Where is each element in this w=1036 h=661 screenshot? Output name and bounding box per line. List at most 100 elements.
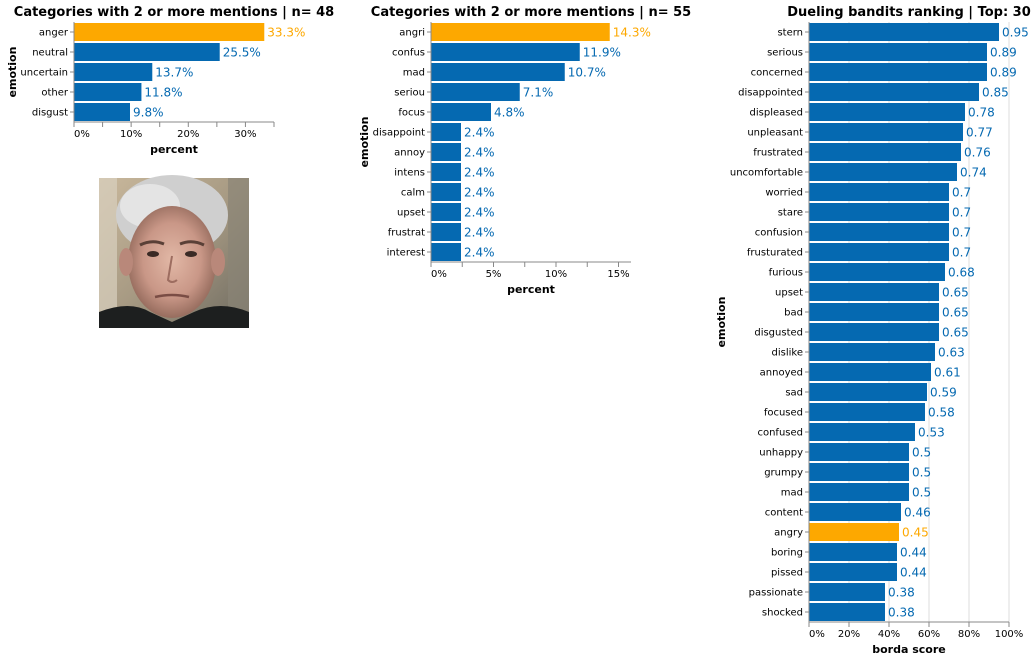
bar-angry [809, 523, 899, 541]
bar-interest [431, 243, 461, 261]
bar-calm [431, 183, 461, 201]
bar-mad [809, 483, 909, 501]
x-axis-label: percent [507, 283, 555, 296]
x-axis-label: borda score [872, 643, 946, 656]
x-tick-label: 40% [878, 629, 900, 640]
x-tick-label: 60% [918, 629, 940, 640]
category-label: annoy [394, 148, 425, 159]
category-label: focus [398, 108, 425, 119]
data-label: 14.3% [613, 26, 651, 40]
y-axis-label: emotion [715, 297, 728, 348]
bar-shocked [809, 603, 885, 621]
data-label: 9.8% [133, 106, 164, 120]
bar-unpleasant [809, 123, 963, 141]
category-label: content [765, 508, 803, 519]
category-label: bad [784, 308, 803, 319]
data-label: 0.58 [928, 406, 955, 420]
category-label: calm [401, 188, 425, 199]
bar-uncomfortable [809, 163, 957, 181]
category-label: unpleasant [747, 128, 803, 139]
data-label: 0.76 [964, 146, 991, 160]
category-label: confus [392, 48, 425, 59]
data-label: 2.4% [464, 206, 495, 220]
data-label: 0.59 [930, 386, 957, 400]
chart-title: Categories with 2 or more mentions | n= … [14, 5, 334, 20]
category-label: focused [764, 408, 803, 419]
bar-annoy [431, 143, 461, 161]
data-label: 2.4% [464, 186, 495, 200]
category-label: shocked [762, 608, 803, 619]
bar-focused [809, 403, 925, 421]
category-label: anger [39, 28, 69, 39]
category-label: dislike [772, 348, 803, 359]
category-label: pissed [771, 568, 803, 579]
category-label: upset [397, 208, 425, 219]
category-label: angri [399, 28, 425, 39]
bar-furious [809, 263, 945, 281]
category-label: grumpy [764, 468, 803, 479]
data-label: 10.7% [568, 66, 606, 80]
x-tick-label: 0% [431, 269, 447, 280]
category-label: neutral [32, 48, 68, 59]
category-label: mad [403, 68, 425, 79]
category-label: other [41, 88, 69, 99]
data-label: 4.8% [494, 106, 525, 120]
data-label: 25.5% [223, 46, 261, 60]
bar-uncertain [74, 63, 153, 81]
data-label: 11.8% [144, 86, 182, 100]
bar-worried [809, 183, 949, 201]
bar-grumpy [809, 463, 909, 481]
bar-disgusted [809, 323, 939, 341]
bar-content [809, 503, 901, 521]
chart-dueling-bandits: Dueling bandits ranking | Top: 30 0.95 ste… [715, 5, 1031, 656]
data-label: 0.85 [982, 86, 1009, 100]
chart-title: Categories with 2 or more mentions | n= … [371, 5, 691, 20]
category-label: frustrated [753, 148, 803, 159]
bar-mad [431, 63, 565, 81]
bar-intens [431, 163, 461, 181]
data-label: 2.4% [464, 126, 495, 140]
data-label: 2.4% [464, 226, 495, 240]
category-label: annoyed [760, 368, 803, 379]
bar-upset [431, 203, 461, 221]
category-label: frustrat [388, 228, 425, 239]
bar-frustrat [431, 223, 461, 241]
category-label: confused [757, 428, 803, 439]
x-tick-label: 0% [74, 129, 90, 140]
bar-seriou [431, 83, 520, 101]
x-tick-label: 10% [120, 129, 142, 140]
data-label: 0.78 [968, 106, 995, 120]
category-label: seriou [394, 88, 425, 99]
category-label: upset [775, 288, 803, 299]
category-label: worried [765, 188, 803, 199]
data-label: 0.44 [900, 566, 927, 580]
category-label: mad [781, 488, 803, 499]
category-label: unhappy [759, 448, 803, 459]
data-label: 2.4% [464, 146, 495, 160]
category-label: concerned [751, 68, 803, 79]
bar-anger [74, 23, 265, 41]
bar-displeased [809, 103, 965, 121]
category-label: frusturated [747, 248, 803, 259]
x-axis-label: percent [150, 143, 198, 156]
bar-disappoint [431, 123, 461, 141]
bar-bad [809, 303, 939, 321]
category-label: intens [394, 168, 425, 179]
bar-confus [431, 43, 580, 61]
bar-stern [809, 23, 999, 41]
bar-angri [431, 23, 610, 41]
category-label: stare [778, 208, 803, 219]
category-label: interest [387, 248, 425, 259]
bar-frusturated [809, 243, 949, 261]
data-label: 0.5 [912, 466, 931, 480]
x-tick-label: 15% [607, 269, 629, 280]
x-tick-label: 0% [809, 629, 825, 640]
category-label: passionate [749, 588, 803, 599]
x-tick-label: 10% [545, 269, 567, 280]
bar-dislike [809, 343, 935, 361]
data-label: 0.38 [888, 606, 915, 620]
data-label: 0.7 [952, 246, 971, 260]
category-label: furious [769, 268, 803, 279]
bar-disgust [74, 103, 130, 121]
data-label: 0.53 [918, 426, 945, 440]
